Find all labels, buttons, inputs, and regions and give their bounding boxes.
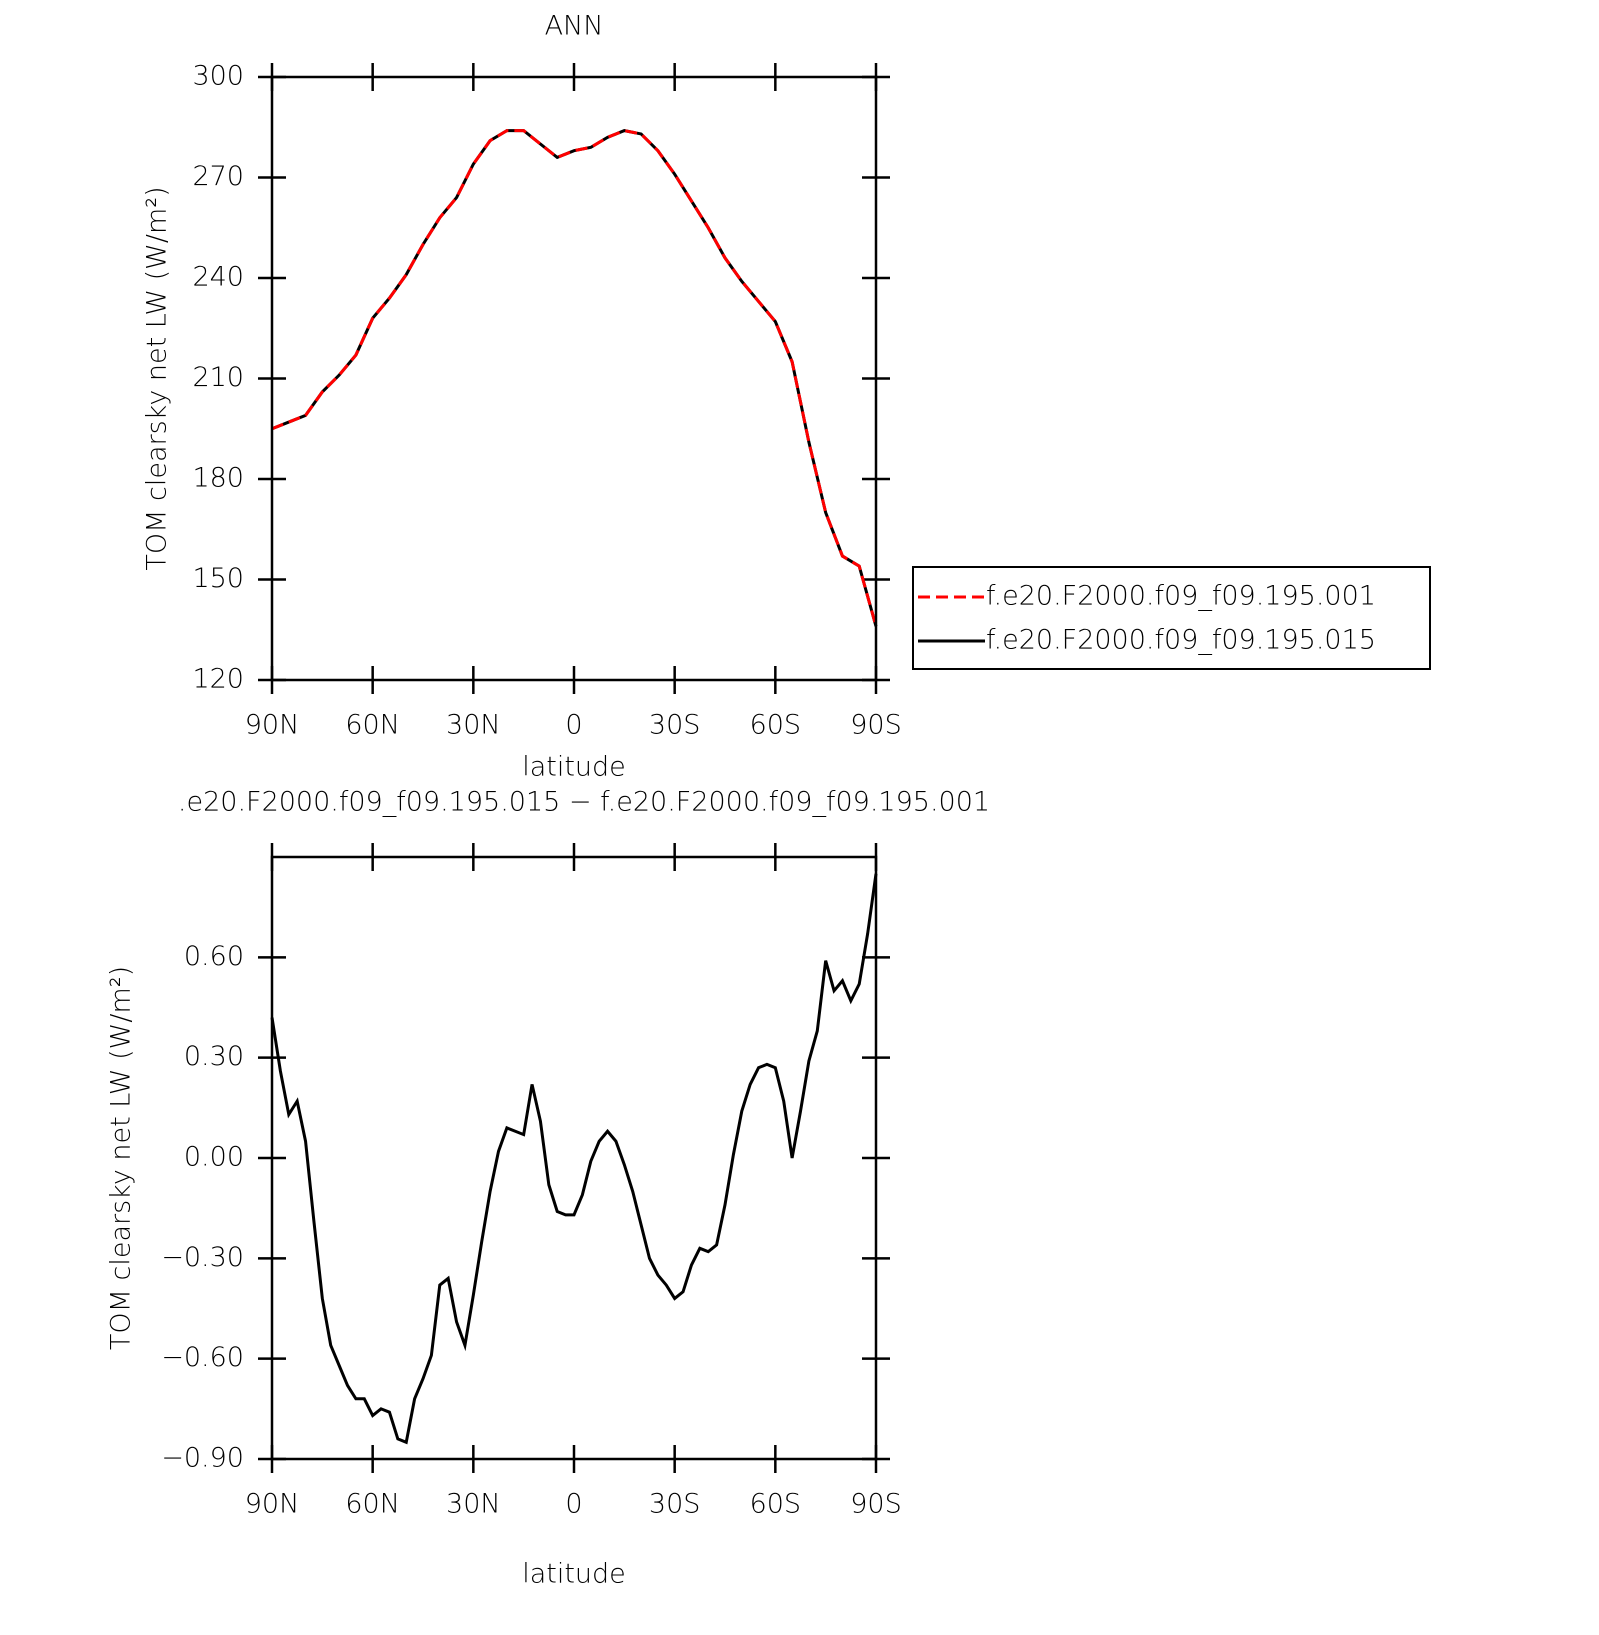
- chart-title: ANN: [545, 11, 604, 42]
- x-tick-label: 30N: [446, 710, 501, 741]
- y-tick-label: 270: [192, 161, 244, 192]
- y-tick-label: 0.00: [184, 1142, 244, 1173]
- x-tick-label: 90N: [245, 1489, 300, 1520]
- x-tick-label: 90N: [245, 710, 300, 741]
- data-line: [271, 129, 878, 627]
- x-tick-label: 30N: [446, 1489, 501, 1520]
- x-tick-label: 90S: [850, 710, 902, 741]
- legend-label: f.e20.F2000.f09_f09.195.015: [986, 625, 1376, 656]
- legend-box: [912, 566, 1431, 670]
- y-tick-label: 240: [192, 262, 244, 293]
- y-tick-label: 210: [192, 362, 244, 393]
- y-tick-label: 0.60: [184, 941, 244, 972]
- y-tick-label: 300: [192, 61, 244, 92]
- y-tick-label: 0.30: [184, 1041, 244, 1072]
- x-tick-label: 30S: [649, 710, 701, 741]
- x-tick-label: 90S: [850, 1489, 902, 1520]
- y-tick-label: −0.60: [161, 1342, 244, 1373]
- y-tick-label: −0.30: [161, 1242, 244, 1273]
- x-tick-label: 60S: [750, 710, 802, 741]
- legend-label: f.e20.F2000.f09_f09.195.001: [986, 581, 1376, 612]
- chart-title: .e20.F2000.f09_f09.195.015 − f.e20.F2000…: [178, 787, 990, 818]
- x-tick-label: 60N: [345, 710, 400, 741]
- x-tick-label: 60S: [750, 1489, 802, 1520]
- y-tick-label: 120: [192, 664, 244, 695]
- plot-frame: [270, 855, 878, 1461]
- plot-frame: [270, 75, 878, 682]
- y-tick-label: 180: [192, 463, 244, 494]
- x-tick-label: 0: [565, 710, 582, 741]
- data-line: [270, 873, 878, 1445]
- x-axis-label: latitude: [522, 752, 626, 783]
- x-tick-label: 0: [565, 1489, 582, 1520]
- data-line: [271, 129, 878, 627]
- y-axis-label: TOM clearsky net LW (W/m²): [142, 186, 173, 570]
- x-tick-label: 60N: [345, 1489, 400, 1520]
- y-axis-label: TOM clearsky net LW (W/m²): [106, 966, 137, 1350]
- y-tick-label: 150: [192, 563, 244, 594]
- x-axis-label: latitude: [522, 1559, 626, 1590]
- x-tick-label: 30S: [649, 1489, 701, 1520]
- y-tick-label: −0.90: [161, 1443, 244, 1474]
